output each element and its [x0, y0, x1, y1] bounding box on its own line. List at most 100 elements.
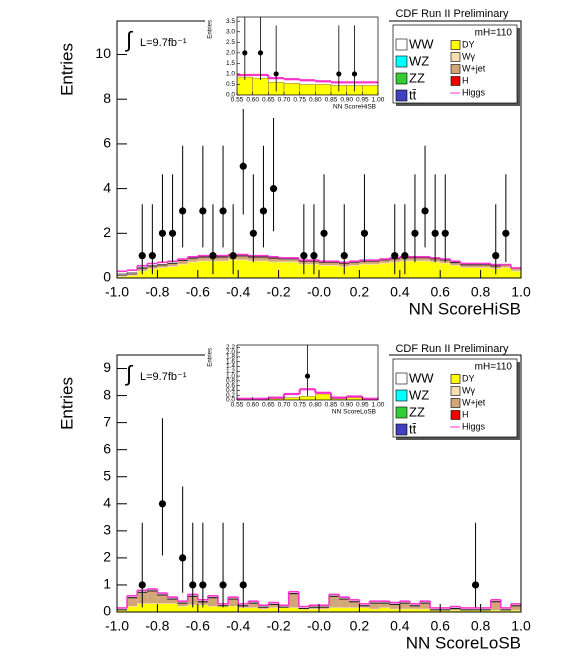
histogram-bar — [157, 603, 168, 604]
legend-swatch — [450, 374, 461, 384]
histogram-bar — [288, 607, 299, 608]
histogram-bar — [258, 260, 269, 262]
histogram-bar — [278, 261, 289, 263]
histogram-bar — [480, 610, 491, 612]
x-tick-label: 0.2 — [350, 284, 370, 300]
histogram-bar — [440, 262, 451, 264]
data-point — [421, 207, 429, 215]
histogram-bar — [359, 607, 370, 608]
histogram-bar — [238, 607, 249, 612]
histogram-bar — [117, 610, 128, 612]
histogram-bar — [177, 606, 188, 607]
histogram-bar — [429, 609, 441, 611]
histogram-bar — [470, 265, 481, 268]
x-tick-label: -0.8 — [145, 618, 169, 634]
y-tick-label: 6 — [103, 440, 111, 456]
histogram-bar — [177, 260, 188, 264]
histogram-bar — [420, 609, 431, 612]
inset-bar — [299, 396, 316, 400]
inset-x-tick-label: 0.85 — [325, 402, 338, 409]
histogram-bar — [228, 606, 239, 607]
inset-y-tick-label: 0.0 — [226, 92, 235, 99]
histogram-bar — [329, 607, 340, 608]
legend-label: Higgs — [462, 421, 486, 431]
histogram-bar — [500, 609, 512, 611]
histogram-bar — [440, 263, 451, 278]
data-point — [259, 207, 268, 215]
x-tick-label: 0.8 — [471, 284, 491, 300]
x-tick-label: -0.0 — [307, 284, 331, 300]
legend-label: DY — [462, 39, 475, 49]
inset-y-tick-label: 1.0 — [226, 71, 235, 78]
histogram-bar — [319, 265, 330, 278]
histogram-bar — [177, 606, 188, 612]
inset-x-tick-label: 0.70 — [278, 402, 291, 409]
y-tick-label: 1 — [103, 576, 111, 592]
y-tick-label: 6 — [103, 135, 111, 151]
x-tick-label: 1.0 — [511, 618, 531, 634]
histogram-bar — [288, 262, 299, 278]
y-tick-label: 10 — [95, 45, 111, 61]
legend-label: WZ — [409, 53, 429, 68]
y-tick-label: 4 — [103, 179, 111, 195]
histogram-bar — [278, 262, 289, 278]
inset-x-axis-label: NN ScoreHiSB — [333, 104, 376, 111]
histogram-bar — [147, 590, 158, 592]
histogram-bar — [258, 608, 269, 610]
legend-swatch — [395, 72, 408, 85]
histogram-bar — [389, 608, 400, 610]
histogram-bar — [449, 607, 461, 610]
histogram-bar — [450, 610, 461, 612]
panel: -1.0 -0.8 -0.6 -0.4 -0.2 -0.0 0.2 0.4 0.6 0.8 1.00… — [57, 6, 531, 318]
histogram-bar — [308, 609, 319, 612]
histogram-bar — [127, 597, 138, 607]
inset-x-tick-label: 0.85 — [325, 97, 338, 104]
histogram-bar — [117, 275, 128, 277]
histogram-bar — [167, 599, 178, 604]
histogram-bar — [510, 610, 521, 612]
legend-swatch — [450, 410, 461, 420]
x-tick-label: -0.8 — [145, 284, 169, 300]
histogram-bar — [127, 606, 138, 612]
inset-bar — [346, 397, 363, 400]
legend-label: DY — [462, 373, 475, 383]
histogram-bar — [470, 267, 481, 278]
data-point — [431, 229, 439, 237]
histogram-bar — [359, 606, 370, 608]
histogram-bar — [500, 267, 511, 268]
histogram-bar — [177, 264, 188, 278]
inset-bar — [299, 84, 316, 95]
histogram-bar — [510, 606, 521, 611]
histogram-bar — [480, 267, 491, 268]
histogram-bar — [359, 607, 370, 612]
x-tick-label: -0.0 — [307, 618, 331, 634]
histogram-bar — [197, 257, 208, 261]
inset-y-tick-label: 3.5 — [226, 18, 235, 25]
inset-y-axis-label: Entries — [208, 20, 214, 39]
histogram-bar — [329, 265, 340, 266]
chart-title: CDF Run II Preliminary — [395, 8, 509, 20]
data-point — [219, 207, 227, 215]
legend-swatch — [450, 52, 461, 62]
inset-y-tick-label: 0.8 — [226, 378, 235, 385]
inset-x-tick-label: 0.80 — [309, 97, 322, 104]
legend-label: H — [462, 75, 469, 85]
legend-label: Higgs — [462, 87, 486, 97]
histogram-bar — [379, 607, 390, 608]
histogram-bar — [258, 607, 269, 609]
histogram-bar — [298, 607, 310, 610]
histogram-bar — [359, 261, 370, 264]
histogram-bar — [359, 605, 370, 607]
histogram-bar — [450, 265, 461, 266]
inset-x-tick-label: 0.65 — [262, 402, 275, 409]
histogram-bar — [157, 267, 168, 268]
inset-x-tick-label: 1.00 — [372, 402, 385, 409]
histogram-bar — [248, 607, 259, 608]
histogram-bar — [470, 609, 481, 611]
legend-label: Wγ — [462, 51, 475, 61]
histogram-bar — [288, 261, 299, 263]
histogram-bar — [187, 258, 198, 262]
histogram-bar — [127, 275, 138, 276]
histogram-bar — [369, 602, 380, 604]
histogram-bar — [339, 599, 350, 608]
